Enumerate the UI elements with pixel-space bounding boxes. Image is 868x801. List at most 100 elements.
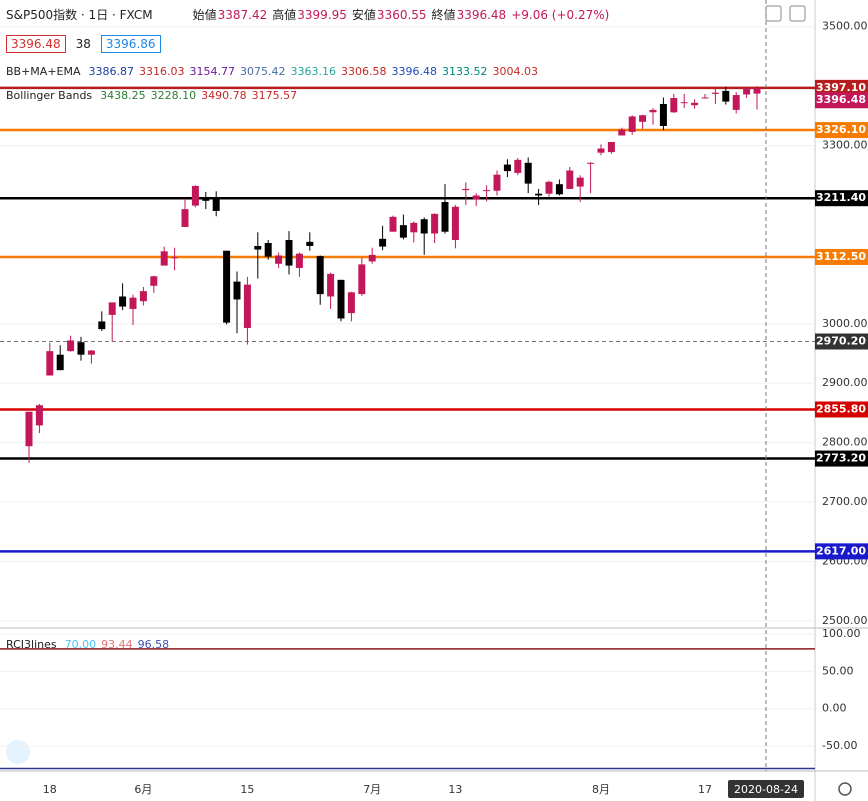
- candle-body: [659, 103, 667, 126]
- level-label: 2617.00: [816, 544, 866, 557]
- candle-body: [181, 209, 189, 227]
- candle-body: [483, 190, 491, 192]
- candle-body: [399, 225, 407, 238]
- candle-body: [87, 350, 95, 355]
- level-label-box: [815, 190, 868, 207]
- level-label-box: [815, 543, 868, 560]
- candle-body: [150, 276, 158, 286]
- indicator-value: 3175.57: [251, 89, 298, 102]
- indicator-value: 3438.25: [100, 89, 146, 102]
- level-label: 3326.10: [816, 123, 866, 136]
- change: +9.06 (+0.27%): [511, 8, 610, 22]
- ohlc-name: 終値: [431, 8, 456, 22]
- indicator-value: 3306.58: [341, 65, 387, 78]
- indicator-value: 3386.87: [88, 65, 135, 78]
- level-label: 2855.80: [816, 402, 866, 415]
- y-tick-label: 50.00: [822, 664, 854, 677]
- rci-name: RCI3lines: [6, 638, 57, 651]
- header-row: S&P500指数 · 1日 · FXCM 始値3387.42 高値3399.95 安値…: [6, 6, 614, 23]
- candle-body: [524, 162, 532, 184]
- candle-body: [472, 195, 480, 200]
- level-label: 2773.20: [816, 452, 866, 465]
- scroll-button[interactable]: [765, 5, 782, 22]
- candle-body: [503, 164, 511, 172]
- indicator-value: 3075.42: [240, 65, 286, 78]
- candle-body: [649, 109, 657, 113]
- level-label-box: [815, 401, 868, 418]
- ohlc-value: 3360.55: [376, 8, 427, 22]
- candle-body: [566, 170, 574, 189]
- settings-icon[interactable]: [838, 782, 852, 796]
- level-label-box: [815, 122, 868, 139]
- candle-body: [243, 284, 251, 328]
- logo-icon: [6, 740, 30, 764]
- indicator-row: Bollinger Bands 3438.25 3228.10 3490.78 3175…: [6, 89, 302, 102]
- x-tick-label: 18: [43, 783, 57, 796]
- candle-body: [535, 193, 543, 196]
- indicator-row: BB+MA+EMA 3386.87 3316.03 3154.77 3075.42 336…: [6, 65, 543, 78]
- cursor-date-box: [728, 780, 804, 798]
- candle-body: [46, 351, 54, 376]
- candle-body: [722, 90, 730, 102]
- candle-body: [347, 292, 355, 314]
- candle-body: [420, 219, 428, 234]
- candle-body: [108, 302, 116, 315]
- y-tick-label: 2500.00: [822, 614, 868, 627]
- candle-body: [451, 206, 459, 241]
- candle-body: [743, 87, 751, 95]
- candle-body: [379, 238, 387, 247]
- candle-body: [545, 181, 553, 194]
- level-label-box: [815, 450, 868, 467]
- candle-body: [67, 340, 75, 352]
- input-value: 3396.48: [6, 35, 66, 53]
- crosshair-label-box: [815, 333, 868, 350]
- input-value: 3396.86: [100, 35, 161, 53]
- indicator-name: Bollinger Bands: [6, 89, 93, 102]
- ohlc-value: 3396.48: [456, 8, 507, 22]
- candle-body: [129, 297, 137, 309]
- candle-body: [139, 291, 147, 302]
- candle-body: [327, 273, 335, 297]
- candle-body: [670, 98, 678, 113]
- candle-body: [441, 202, 449, 232]
- rci-legend: RCI3lines 70.00 93.44 96.58: [6, 638, 174, 651]
- candle-body: [202, 197, 210, 201]
- y-tick-label: 100.00: [822, 627, 861, 640]
- candle-body: [711, 92, 719, 94]
- candle-body: [587, 162, 595, 164]
- candle-body: [119, 296, 127, 307]
- y-tick-label: 3000.00: [822, 317, 868, 330]
- input-value: 38: [70, 35, 96, 53]
- level-label: 3112.50: [816, 250, 866, 263]
- candle-body: [212, 197, 220, 211]
- candle-body: [618, 129, 626, 136]
- x-tick-label: 7月: [363, 783, 381, 796]
- y-tick-label: 0.00: [822, 702, 847, 715]
- indicator-value: 3316.03: [139, 65, 185, 78]
- y-tick-label: 2700.00: [822, 495, 868, 508]
- indicator-value: 3154.77: [189, 65, 236, 78]
- rci-value: 96.58: [137, 638, 170, 651]
- ohlc-value: 3387.42: [217, 8, 268, 22]
- candle-body: [285, 240, 293, 266]
- x-tick-label: 17: [698, 783, 712, 796]
- reset-button[interactable]: [789, 5, 806, 22]
- candle-body: [753, 88, 761, 94]
- level-label-box: [815, 79, 868, 96]
- candle-body: [191, 185, 199, 206]
- level-label-box: [815, 248, 868, 265]
- candle-body: [732, 95, 740, 110]
- candle-body: [576, 177, 584, 187]
- last-price-label: 3396.48: [816, 93, 866, 106]
- candle-body: [264, 243, 272, 257]
- indicator-value: 3004.03: [492, 65, 539, 78]
- candle-body: [56, 354, 64, 371]
- candle-body: [462, 188, 470, 191]
- level-label: 3397.10: [816, 81, 866, 94]
- candle-body: [389, 216, 397, 232]
- rci-value: 70.00: [64, 638, 97, 651]
- indicator-name: BB+MA+EMA: [6, 65, 81, 78]
- inputs-row: 3396.48 38 3396.86: [6, 35, 166, 53]
